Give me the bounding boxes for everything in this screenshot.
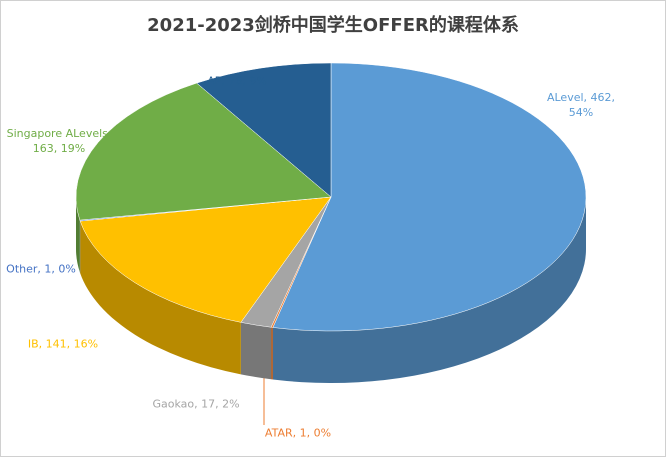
data-label: Other, 1, 0% [6, 262, 76, 276]
data-label: ALevel, 462, 54% [546, 91, 616, 119]
slice [196, 62, 332, 198]
slice [272, 62, 587, 332]
slice-side [272, 197, 586, 383]
data-label: Singapore ALevels, 163, 19% [6, 127, 112, 155]
chart-title: 2021-2023剑桥中国学生OFFER的课程体系 [147, 15, 519, 36]
slice-side [271, 327, 273, 380]
data-label: AP, 76, 9% [207, 74, 267, 88]
data-label: Gaokao, 17, 2% [152, 397, 240, 411]
slice-side [76, 197, 80, 273]
data-label: IB, 141, 16% [27, 337, 99, 351]
slice-side [240, 322, 272, 380]
slice [75, 82, 332, 221]
data-label: ATAR, 1, 0% [264, 426, 332, 440]
slice-side [80, 221, 241, 375]
slice [79, 196, 332, 323]
